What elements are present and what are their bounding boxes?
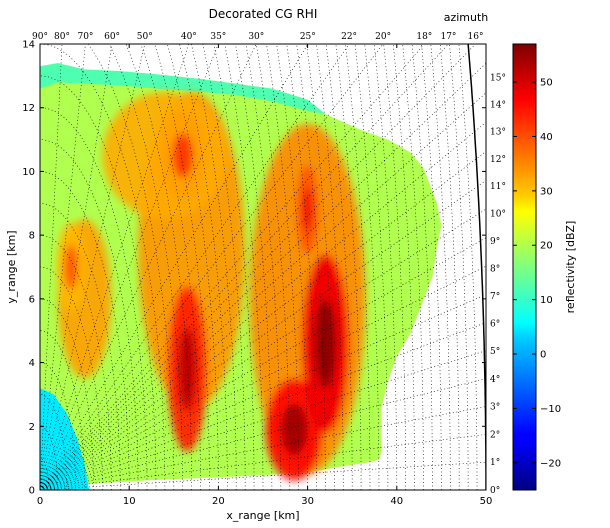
colorbar-axis: −20 −10 0 10 20 30 40 50 xyxy=(513,78,561,469)
elevation-ray xyxy=(40,44,219,490)
azimuth-tick-label: 80° xyxy=(54,32,70,42)
colorbar-tick-label: −20 xyxy=(540,458,561,469)
range-ring xyxy=(40,234,112,490)
x-axis-label: x_range [km] xyxy=(226,509,299,522)
y-tick-label: 6 xyxy=(29,294,35,305)
range-ring xyxy=(125,44,192,490)
elevation-tick-label: 0° xyxy=(490,486,500,496)
chart-title: Decorated CG RHI xyxy=(209,7,318,21)
elevation-tick-label: 2° xyxy=(490,430,500,440)
elevation-tick-label: 14° xyxy=(490,101,506,111)
range-ring xyxy=(40,203,121,490)
colorbar-tick-label: 10 xyxy=(540,295,553,306)
range-ring xyxy=(255,44,291,490)
range-ring xyxy=(421,44,442,490)
range-ring xyxy=(202,44,246,490)
elevation-tick-label: 9° xyxy=(490,237,500,247)
range-ring xyxy=(40,44,166,490)
y-tick-label: 2 xyxy=(29,422,35,433)
elevation-tick-label: 1° xyxy=(490,458,500,468)
reflectivity-core xyxy=(302,187,313,232)
elevation-ray xyxy=(40,62,486,490)
elevation-tick-label: 4° xyxy=(490,375,500,385)
elevation-ray xyxy=(40,434,486,490)
echo-top-edge xyxy=(40,63,326,115)
colorbar-tick-label: 50 xyxy=(540,78,553,89)
plot-frame xyxy=(39,43,487,491)
range-ring xyxy=(40,107,148,490)
x-tick-label: 0 xyxy=(37,496,43,507)
reflectivity-core xyxy=(178,327,197,411)
colorbar-label: reflectivity [dBZ] xyxy=(564,221,577,314)
y-tick-label: 14 xyxy=(22,40,35,51)
azimuth-tick-label: 40° xyxy=(181,32,197,42)
range-ring xyxy=(345,44,371,490)
reflectivity-core xyxy=(281,403,308,455)
azimuth-tick-label: 35° xyxy=(210,32,226,42)
y-tick-label: 10 xyxy=(22,167,35,178)
top-azimuth-axis: 90° 80° 70° 60° 50° 40° 35° 30° 25° 22° 20° 18° 17° 1… xyxy=(32,32,483,42)
y-tick-label: 0 xyxy=(29,486,35,497)
x-tick-label: 30 xyxy=(301,496,314,507)
reflectivity-cells xyxy=(56,91,366,481)
range-ring xyxy=(40,298,94,490)
colorbar xyxy=(512,43,537,491)
elevation-ray xyxy=(40,322,486,490)
azimuth-tick-label: 20° xyxy=(375,32,391,42)
azimuth-tick-label: 70° xyxy=(77,32,93,42)
elevation-tick-label: 7° xyxy=(490,292,500,302)
elevation-tick-label: 3° xyxy=(490,403,500,413)
range-ring xyxy=(40,426,59,490)
colorbar-tick-label: 30 xyxy=(540,186,553,197)
elevation-ray xyxy=(40,121,486,490)
elevation-tick-label: 15° xyxy=(490,74,506,84)
right-elevation-axis: 0° 1° 2° 3° 4° 5° 6° 7° 8° 9° 10° 11° 12° 13° 14° 15° xyxy=(490,74,506,496)
x-tick-label: 10 xyxy=(123,496,136,507)
reflectivity-core xyxy=(64,244,78,290)
azimuth-tick-label: 18° xyxy=(416,32,432,42)
elevation-tick-label: 6° xyxy=(490,320,500,330)
azimuth-tick-label: 25° xyxy=(300,32,316,42)
plot-area xyxy=(40,44,486,490)
x-tick-label: 20 xyxy=(212,496,225,507)
elevation-tick-label: 5° xyxy=(490,347,500,357)
range-ring xyxy=(316,44,344,490)
azimuth-tick-label: 50° xyxy=(137,32,153,42)
azimuth-tick-label: 22° xyxy=(341,32,357,42)
azimuth-tick-label: 16° xyxy=(468,32,484,42)
y-tick-label: 12 xyxy=(22,103,35,114)
elevation-ray xyxy=(40,44,449,490)
colorbar-tick-label: 40 xyxy=(540,132,553,143)
elevation-tick-label: 10° xyxy=(490,209,506,219)
azimuth-tick-label: 30° xyxy=(248,32,264,42)
y-tick-label: 8 xyxy=(29,231,35,242)
azimuth-tick-label: 17° xyxy=(440,32,456,42)
x-tick-label: 40 xyxy=(390,496,403,507)
range-ring xyxy=(449,44,469,490)
elevation-tick-label: 11° xyxy=(490,182,506,192)
range-ring xyxy=(40,457,50,490)
range-ring xyxy=(286,44,317,490)
azimuth-tick-label: 90° xyxy=(32,32,48,42)
colorbar-tick-label: −10 xyxy=(540,404,561,415)
range-ring xyxy=(40,394,68,490)
azimuth-label: azimuth xyxy=(444,11,489,24)
y-tick-label: 4 xyxy=(29,358,35,369)
azimuth-tick-label: 60° xyxy=(104,32,120,42)
colorbar-tick-label: 20 xyxy=(540,241,553,252)
y-axis-label: y_range [km] xyxy=(5,230,18,303)
x-tick-label: 50 xyxy=(480,496,493,507)
x-axis: 0 10 20 30 40 50 xyxy=(37,44,493,507)
reflectivity-core xyxy=(172,133,194,178)
range-ring xyxy=(392,44,415,490)
elevation-tick-label: 8° xyxy=(490,264,500,274)
max-range-arc xyxy=(467,44,486,490)
colorbar-tick-label: 0 xyxy=(540,350,546,361)
elevation-tick-label: 13° xyxy=(490,128,506,138)
range-ring xyxy=(167,44,219,490)
y-axis: 0 2 4 6 8 10 12 14 xyxy=(22,40,486,497)
reflectivity-core xyxy=(315,298,336,389)
elevation-tick-label: 12° xyxy=(490,155,506,165)
